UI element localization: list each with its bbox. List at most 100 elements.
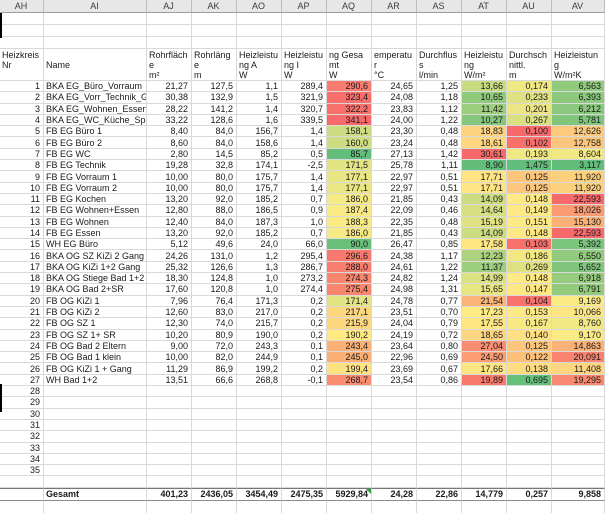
- cell-AO-r23[interactable]: 190,0: [237, 329, 282, 341]
- cell-AV-r21[interactable]: 10,066: [552, 306, 605, 319]
- cell-AH-r30[interactable]: 30: [0, 408, 44, 420]
- cell-AP-empty[interactable]: [282, 25, 327, 37]
- column-letter-AT[interactable]: AT: [462, 0, 507, 13]
- cell-AV-r32[interactable]: [552, 431, 605, 443]
- cell-AH-r12[interactable]: 12: [0, 205, 44, 217]
- header-AU[interactable]: Durchschnittl.: [507, 49, 552, 70]
- cell-AH-r2[interactable]: 2: [0, 92, 44, 104]
- cell-AK-r18[interactable]: 124,8: [192, 273, 237, 285]
- cell-AS-r31[interactable]: [417, 419, 462, 432]
- cell-AJ-r5[interactable]: 8,40: [147, 126, 192, 138]
- cell-AP-r10[interactable]: 1,4: [282, 182, 327, 194]
- cell-AT-r23[interactable]: 18,65: [462, 329, 507, 341]
- cell-AK-r3[interactable]: 141,2: [192, 103, 237, 115]
- cell-AV-r3[interactable]: 6,212: [552, 103, 605, 115]
- cell-AS-r11[interactable]: 0,43: [417, 193, 462, 206]
- cell-AO-r32[interactable]: [237, 431, 282, 443]
- cell-AV-r30[interactable]: [552, 408, 605, 420]
- cell-AO-r29[interactable]: [237, 397, 282, 409]
- cell-AP-r31[interactable]: [282, 419, 327, 432]
- cell-AJ-r13[interactable]: 12,40: [147, 216, 192, 228]
- cell-AO-empty[interactable]: [237, 476, 282, 488]
- cell-AI-empty[interactable]: [44, 500, 147, 513]
- cell-AO-total[interactable]: 3454,49: [237, 487, 282, 501]
- cell-AT-r4[interactable]: 10,27: [462, 114, 507, 127]
- cell-AI-r21[interactable]: FB OG KiZi 2: [44, 306, 147, 319]
- cell-AK-empty[interactable]: [192, 13, 237, 25]
- cell-AT-empty[interactable]: [462, 13, 507, 25]
- header-AO[interactable]: Heizleistung A: [237, 49, 282, 70]
- cell-AJ-empty[interactable]: [147, 500, 192, 513]
- cell-AS-r29[interactable]: [417, 397, 462, 409]
- cell-AP-r30[interactable]: [282, 408, 327, 420]
- unit-AO[interactable]: W: [237, 70, 282, 81]
- cell-AQ-r19[interactable]: 275,4: [327, 284, 372, 296]
- cell-AR-r11[interactable]: 21,85: [372, 193, 417, 206]
- cell-AR-r15[interactable]: 26,47: [372, 239, 417, 251]
- cell-AK-r5[interactable]: 84,0: [192, 126, 237, 138]
- cell-AP-r21[interactable]: 0,2: [282, 306, 327, 319]
- cell-AV-r10[interactable]: 11,920: [552, 182, 605, 194]
- cell-AT-r12[interactable]: 14,64: [462, 205, 507, 217]
- cell-AS-r21[interactable]: 0,70: [417, 306, 462, 319]
- cell-AR-r4[interactable]: 24,00: [372, 114, 417, 127]
- cell-AS-r19[interactable]: 1,31: [417, 284, 462, 296]
- cell-AQ-r35[interactable]: [327, 465, 372, 477]
- cell-AP-r9[interactable]: 1,4: [282, 171, 327, 183]
- cell-AI-r17[interactable]: BKA OG KiZi 1+2 Gang: [44, 261, 147, 274]
- cell-AV-r24[interactable]: 14,863: [552, 340, 605, 353]
- cell-AK-r35[interactable]: [192, 465, 237, 477]
- cell-AU-r15[interactable]: 0,103: [507, 239, 552, 251]
- cell-AO-r3[interactable]: 1,4: [237, 103, 282, 115]
- cell-AI-r1[interactable]: BKA EG_Büro_Vorraum: [44, 81, 147, 93]
- cell-AK-r27[interactable]: 66,6: [192, 374, 237, 387]
- cell-AV-r8[interactable]: 3,117: [552, 160, 605, 172]
- cell-AR-r32[interactable]: [372, 431, 417, 443]
- cell-AO-r1[interactable]: 1,1: [237, 81, 282, 93]
- cell-AH-r35[interactable]: 35: [0, 465, 44, 477]
- cell-AP-r19[interactable]: 274,4: [282, 284, 327, 296]
- cell-AJ-r30[interactable]: [147, 408, 192, 420]
- cell-AH-empty[interactable]: [0, 500, 44, 513]
- cell-AI-r23[interactable]: FB OG SZ 1+ SR: [44, 329, 147, 341]
- cell-AH-empty[interactable]: [0, 476, 44, 488]
- cell-AP-empty[interactable]: [282, 13, 327, 25]
- cell-AK-r32[interactable]: [192, 431, 237, 443]
- unit-AK[interactable]: m: [192, 70, 237, 81]
- cell-AI-r10[interactable]: FB EG Vorraum 2: [44, 182, 147, 194]
- cell-AK-r33[interactable]: [192, 442, 237, 454]
- cell-AH-empty[interactable]: [0, 37, 44, 49]
- cell-AO-r18[interactable]: 1,0: [237, 273, 282, 285]
- cell-AO-r6[interactable]: 158,6: [237, 137, 282, 149]
- unit-AH[interactable]: [0, 70, 44, 81]
- cell-AR-r26[interactable]: 23,69: [372, 363, 417, 375]
- cell-AQ-r1[interactable]: 290,6: [327, 81, 372, 93]
- column-letter-AI[interactable]: AI: [44, 0, 147, 13]
- cell-AR-r24[interactable]: 23,64: [372, 340, 417, 353]
- cell-AO-r24[interactable]: 243,3: [237, 340, 282, 353]
- cell-AH-r18[interactable]: 18: [0, 273, 44, 285]
- cell-AP-r27[interactable]: -0,1: [282, 374, 327, 387]
- cell-AK-r8[interactable]: 32,8: [192, 160, 237, 172]
- cell-AK-r4[interactable]: 128,6: [192, 114, 237, 127]
- cell-AR-empty[interactable]: [372, 476, 417, 488]
- cell-AK-r31[interactable]: [192, 419, 237, 432]
- cell-AQ-r9[interactable]: 177,1: [327, 171, 372, 183]
- cell-AQ-r18[interactable]: 274,3: [327, 273, 372, 285]
- cell-AQ-r29[interactable]: [327, 397, 372, 409]
- cell-AI-r2[interactable]: BKA EG_Vorr_Technik_Gard: [44, 92, 147, 104]
- cell-AS-r25[interactable]: 0,69: [417, 352, 462, 364]
- cell-AI-r28[interactable]: [44, 386, 147, 398]
- cell-AO-r12[interactable]: 186,5: [237, 205, 282, 217]
- cell-AJ-r35[interactable]: [147, 465, 192, 477]
- cell-AR-r16[interactable]: 24,38: [372, 250, 417, 262]
- cell-AK-r34[interactable]: [192, 453, 237, 466]
- cell-AU-r27[interactable]: 0,695: [507, 374, 552, 387]
- cell-AR-r35[interactable]: [372, 465, 417, 477]
- cell-AJ-r31[interactable]: [147, 419, 192, 432]
- cell-AK-r12[interactable]: 88,0: [192, 205, 237, 217]
- cell-AP-r32[interactable]: [282, 431, 327, 443]
- header-AJ[interactable]: Rohrfläche: [147, 49, 192, 70]
- cell-AR-r30[interactable]: [372, 408, 417, 420]
- cell-AI-r13[interactable]: FB EG Wohnen: [44, 216, 147, 228]
